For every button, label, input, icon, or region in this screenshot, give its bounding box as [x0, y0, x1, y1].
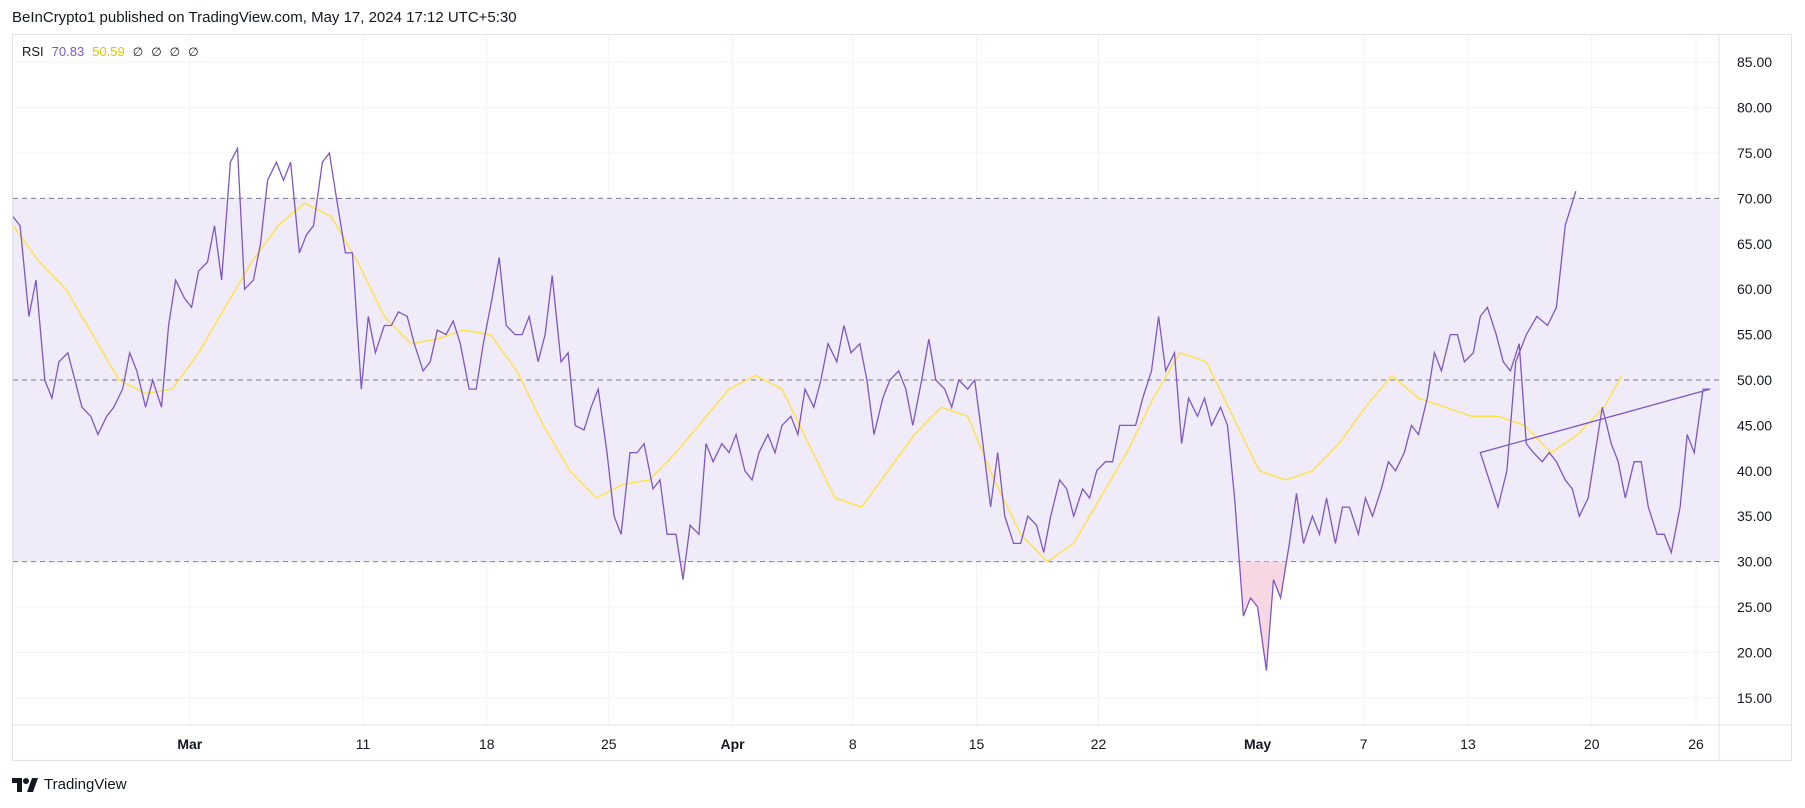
footer-brand: TradingView [44, 776, 127, 793]
oversold-fill [13, 561, 1576, 671]
x-tick-label: 11 [356, 736, 371, 752]
y-tick-label: 80.00 [1737, 100, 1772, 116]
y-tick-label: 75.00 [1737, 145, 1772, 161]
x-tick-label: 25 [601, 736, 617, 752]
y-tick-label: 20.00 [1737, 644, 1772, 660]
y-tick-label: 50.00 [1737, 372, 1772, 388]
y-tick-label: 85.00 [1737, 54, 1772, 70]
ma-line [13, 202, 1623, 563]
y-tick-label: 30.00 [1737, 554, 1772, 570]
y-tick-label: 35.00 [1737, 508, 1772, 524]
rsi-line [13, 146, 1711, 671]
indicator-legend[interactable]: RSI 70.83 50.59 ∅ ∅ ∅ ∅ [22, 44, 199, 59]
y-tick-label: 15.00 [1737, 690, 1772, 706]
rsi-chart[interactable]: 85.00 80.00 75.00 70.00 65.00 60.00 55.00 50.00… [13, 35, 1791, 760]
x-tick-label: 18 [479, 736, 495, 752]
legend-ma-value: 50.59 [92, 44, 125, 59]
legend-placeholder: ∅ [151, 44, 162, 59]
y-tick-label: 25.00 [1737, 599, 1772, 615]
x-tick-label: 26 [1688, 736, 1704, 752]
rsi-band [13, 197, 1719, 563]
y-tick-label: 45.00 [1737, 417, 1772, 433]
chart-frame[interactable]: 85.00 80.00 75.00 70.00 65.00 60.00 55.00 50.00… [12, 34, 1792, 761]
legend-placeholder: ∅ [188, 44, 199, 59]
legend-placeholder: ∅ [132, 44, 144, 59]
y-tick-label: 70.00 [1737, 190, 1772, 206]
x-tick-label: Apr [720, 736, 745, 752]
footer: TradingView [12, 776, 127, 793]
tradingview-logo-icon [12, 777, 38, 792]
series-layer [13, 146, 1711, 671]
x-axis[interactable]: Mar 11 18 25 Apr 8 15 22 May 7 13 20 26 [177, 736, 1704, 752]
y-axis[interactable]: 85.00 80.00 75.00 70.00 65.00 60.00 55.00 50.00… [1737, 54, 1772, 706]
y-tick-label: 55.00 [1737, 327, 1772, 343]
x-tick-label: 15 [969, 736, 985, 752]
x-tick-label: Mar [177, 736, 202, 752]
legend-indicator-name[interactable]: RSI [22, 44, 44, 59]
x-tick-label: 13 [1460, 736, 1476, 752]
y-tick-label: 65.00 [1737, 236, 1772, 252]
legend-rsi-value: 70.83 [51, 44, 85, 59]
x-tick-label: May [1244, 736, 1271, 752]
x-tick-label: 7 [1360, 736, 1368, 752]
x-tick-label: 8 [849, 736, 857, 752]
x-tick-label: 20 [1584, 736, 1600, 752]
y-tick-label: 40.00 [1737, 463, 1772, 479]
x-tick-label: 22 [1091, 736, 1107, 752]
y-tick-label: 60.00 [1737, 281, 1772, 297]
legend-placeholder: ∅ [169, 44, 181, 59]
publish-caption: BeInCrypto1 published on TradingView.com… [12, 9, 517, 26]
